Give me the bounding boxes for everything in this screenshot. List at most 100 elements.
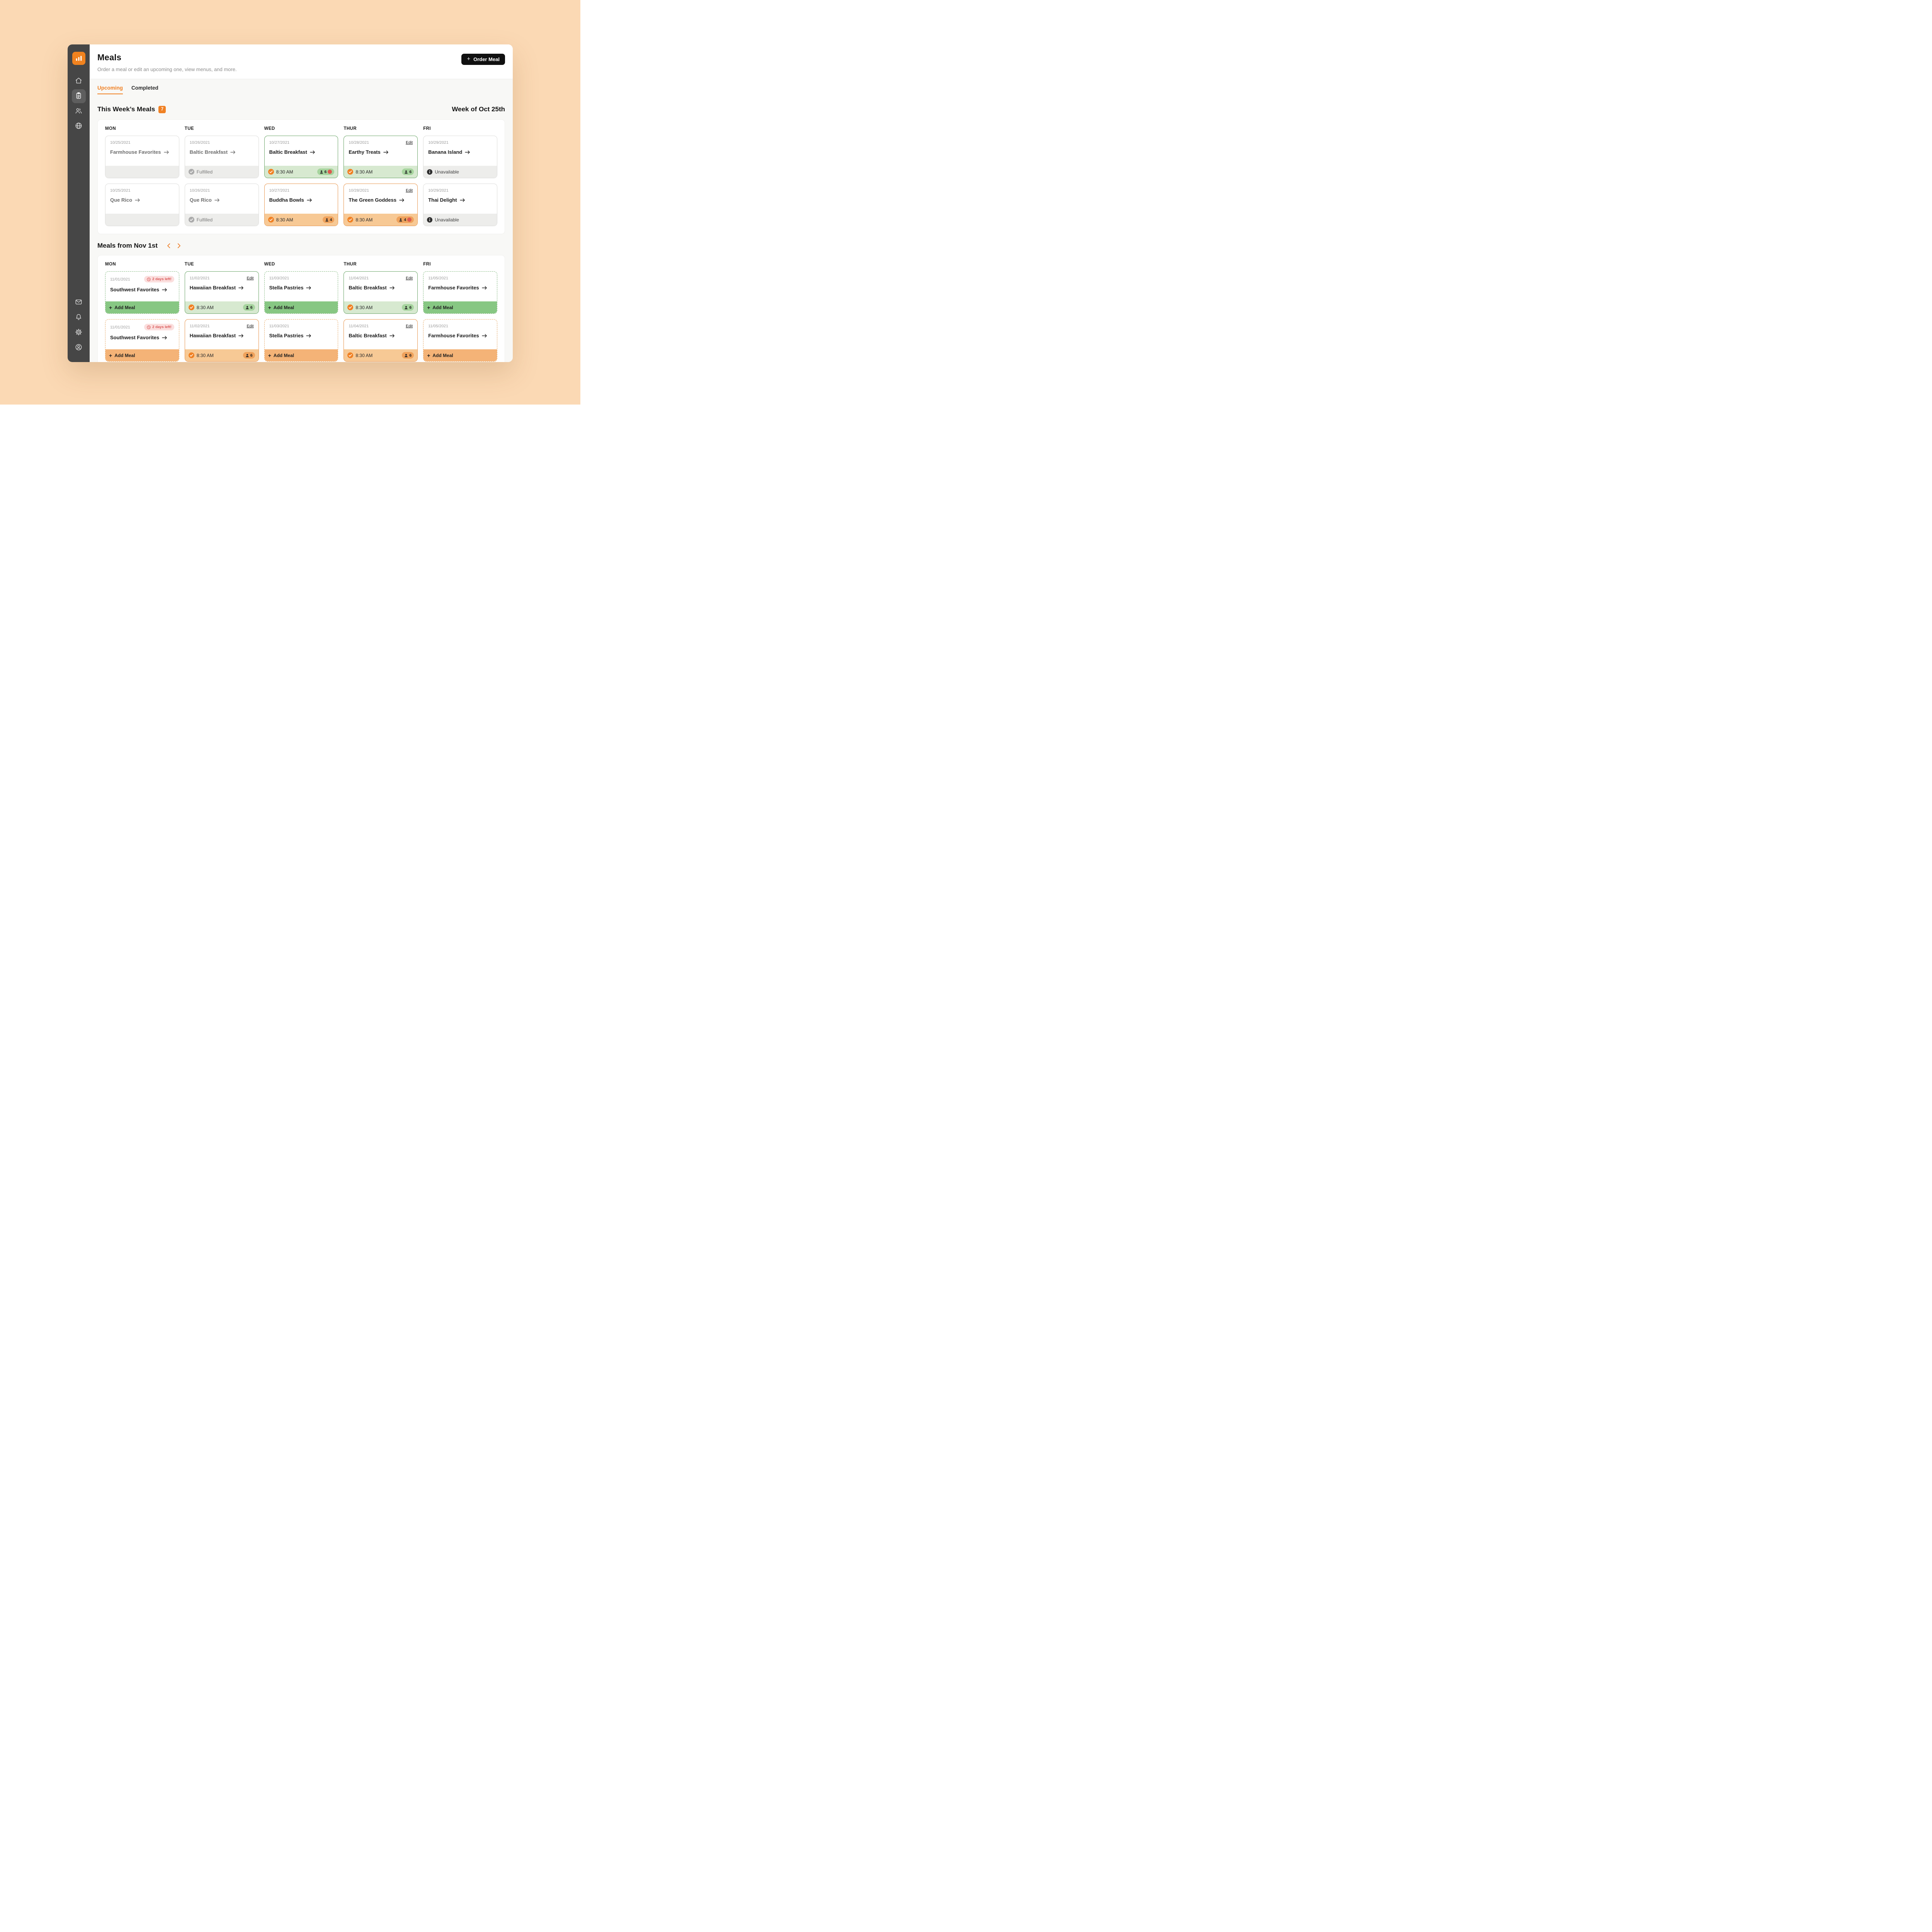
meal-footer [105,166,179,178]
meal-name-row: Southwest Favorites [110,287,174,293]
check-icon [268,217,274,223]
meal-card[interactable]: 10/28/2021 Edit Earthy Treats 8:30 AM 6 [344,136,418,178]
meal-card[interactable]: 11/03/2021 Stella Pastries + Add Meal [264,319,338,362]
sidebar-item-clipboard[interactable] [71,89,86,103]
edit-link[interactable]: Edit [406,276,413,281]
meal-card[interactable]: 11/05/2021 Farmhouse Favorites + Add Meal [423,271,497,314]
meal-name: Earthy Treats [349,149,381,155]
meal-card-body: 11/05/2021 Farmhouse Favorites [423,272,497,301]
meal-name: Baltic Breakfast [269,149,307,155]
bar-chart-logo [72,52,85,65]
sidebar-item-globe[interactable] [72,119,86,133]
edit-link[interactable]: Edit [406,188,413,193]
meal-card[interactable]: 10/27/2021 Buddha Bowls 8:30 AM 4 [264,184,338,226]
add-meal-footer[interactable]: + Add Meal [105,301,179,313]
tab-completed[interactable]: Completed [131,85,158,91]
plus-icon: + [109,352,112,359]
arrow-icon [238,286,244,290]
meal-card[interactable]: 11/02/2021 Edit Hawaiian Breakfast 8:30 AM 6 [184,319,259,362]
meal-card[interactable]: 10/26/2021 Que Rico Fulfilled [184,184,259,226]
edit-link[interactable]: Edit [247,324,254,328]
attendee-count: 6 [324,169,327,174]
day-header-row: MON TUE WED THUR FRI [105,126,497,131]
day-header: FRI [423,126,431,131]
meal-time: 8:30 AM [276,217,293,223]
meal-card[interactable]: 10/25/2021 Farmhouse Favorites [105,136,179,178]
meal-card-body: 10/27/2021 Baltic Breakfast [265,136,338,166]
attendee-badge: 6 [317,168,335,175]
meal-date: 11/05/2021 [428,276,448,281]
meal-card[interactable]: 11/01/2021 2 days left! Southwest Favorite… [105,319,179,362]
meal-card-rows: 11/01/2021 2 days left! Southwest Favorite… [105,271,497,362]
arrow-icon [459,198,465,202]
edit-link[interactable]: Edit [406,324,413,328]
add-meal-footer[interactable]: + Add Meal [423,349,497,361]
arrow-icon [389,334,395,338]
add-meal-footer[interactable]: + Add Meal [423,301,497,313]
add-meal-footer[interactable]: + Add Meal [105,349,179,361]
meal-card[interactable]: 10/28/2021 Edit The Green Goddess 8:30 AM 4 [344,184,418,226]
meal-date: 10/26/2021 [189,188,210,193]
sidebar-item-bell[interactable] [72,311,86,325]
meal-date: 10/25/2021 [110,140,131,145]
page-subtitle: Order a meal or edit an upcoming one, vi… [97,66,237,72]
meal-name-row: Hawaiian Breakfast [190,285,254,291]
meal-date: 11/04/2021 [349,324,369,328]
tab-upcoming[interactable]: Upcoming [97,85,123,94]
next-week-button[interactable] [177,242,182,249]
edit-link[interactable]: Edit [247,276,254,281]
meal-name: Que Rico [189,197,212,203]
meal-card[interactable]: 11/02/2021 Edit Hawaiian Breakfast 8:30 AM 6 [184,271,259,314]
person-icon [245,306,249,310]
mail-icon [75,298,83,307]
sidebar-item-mail[interactable] [72,296,86,310]
meal-card[interactable]: 10/27/2021 Baltic Breakfast 8:30 AM 6 [264,136,338,178]
sidebar-item-account[interactable] [72,341,86,355]
days-left-badge: 2 days left! [144,324,174,330]
date-row: 10/28/2021 Edit [349,140,413,145]
days-left-badge: 2 days left! [144,276,174,282]
sidebar-item-home[interactable] [72,74,86,88]
meal-card[interactable]: 11/04/2021 Edit Baltic Breakfast 8:30 AM 6 [344,319,418,362]
date-row: 11/02/2021 Edit [190,324,254,328]
meal-name-row: Que Rico [190,197,254,203]
arrow-icon [481,334,487,338]
add-meal-footer[interactable]: + Add Meal [264,301,338,313]
person-icon [404,354,408,357]
attendee-count: 6 [409,169,412,174]
meal-footer: 8:30 AM 6 [264,166,338,178]
meal-name: Stella Pastries [269,285,304,291]
meal-card[interactable]: 10/26/2021 Baltic Breakfast Fulfilled [184,136,259,178]
meal-card[interactable]: 10/29/2021 Banana Island Unavailable [423,136,497,178]
meal-card[interactable]: 11/05/2021 Farmhouse Favorites + Add Meal [423,319,497,362]
bell-icon [75,313,83,322]
arrow-icon [481,286,487,290]
check-icon [347,304,354,310]
sidebar-item-settings[interactable] [72,326,86,340]
meal-name-row: Buddha Bowls [269,197,333,203]
meal-card[interactable]: 10/25/2021 Que Rico [105,184,179,226]
sidebar-item-people[interactable] [72,104,86,118]
meal-date: 11/02/2021 [189,276,210,281]
order-meal-button[interactable]: + Order Meal [461,54,505,65]
attendee-count: 6 [409,353,412,358]
sidebar-nav-top [71,74,86,134]
meal-card[interactable]: 11/01/2021 2 days left! Southwest Favorite… [105,271,179,314]
meal-card[interactable]: 11/03/2021 Stella Pastries + Add Meal [264,271,338,314]
days-left-label: 2 days left! [152,325,172,329]
meal-date: 10/28/2021 [349,188,369,193]
day-header: MON [105,126,116,131]
meal-card[interactable]: 11/04/2021 Edit Baltic Breakfast 8:30 AM 6 [344,271,418,314]
meal-card[interactable]: 10/29/2021 Thai Delight Unavailable [423,184,497,226]
meal-name: Hawaiian Breakfast [189,333,236,338]
edit-link[interactable]: Edit [406,140,413,145]
prev-week-button[interactable] [166,242,171,249]
arrow-icon [399,198,405,202]
add-meal-footer[interactable]: + Add Meal [264,349,338,361]
meal-name-row: Farmhouse Favorites [428,285,492,291]
meal-footer: 8:30 AM 6 [344,166,418,178]
meal-date: 11/05/2021 [428,324,448,328]
meal-name-row: The Green Goddess [349,197,413,203]
arrow-icon [307,198,312,202]
clipboard-icon [75,92,83,101]
